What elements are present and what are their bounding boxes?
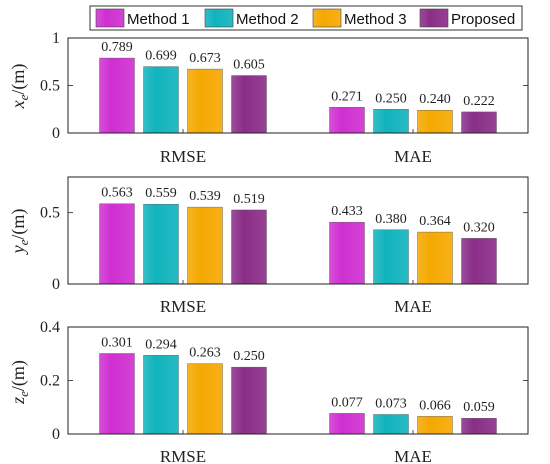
legend: Method 1 Method 2 Method 3 Proposed [89, 5, 523, 31]
bar-y-rmse-3 [187, 206, 223, 285]
value-label-z-mae-2: 0.073 [375, 396, 407, 411]
value-label-y-mae-2: 0.380 [375, 212, 407, 227]
value-label-y-mae-3: 0.364 [419, 214, 451, 229]
bar-x-rmse-2 [143, 66, 179, 134]
bar-x-mae-1 [329, 107, 365, 134]
value-label-x-mae-3: 0.240 [419, 92, 451, 107]
value-label-x-mae-4: 0.222 [463, 94, 495, 109]
bar-y-rmse-2 [143, 204, 179, 285]
bar-x-mae-4 [461, 111, 497, 134]
bar-y-mae-3 [417, 231, 453, 285]
category-label-rmse: RMSE [160, 297, 206, 316]
legend-swatch-1 [95, 8, 125, 28]
axes-box [67, 326, 529, 435]
value-label-x-rmse-2: 0.699 [145, 49, 177, 64]
bar-y-mae-4 [461, 238, 497, 285]
value-label-z-rmse-2: 0.294 [145, 337, 177, 352]
y-tick-label: 0.5 [40, 78, 60, 95]
y-axis-label: ze/(m) [8, 360, 31, 405]
category-label-rmse: RMSE [160, 447, 206, 464]
bar-z-rmse-2 [143, 355, 179, 435]
bar-z-mae-2 [373, 414, 409, 435]
bar-z-rmse-3 [187, 363, 223, 435]
axes-box [67, 37, 529, 134]
bar-x-rmse-1 [99, 57, 135, 134]
value-label-z-mae-3: 0.066 [419, 398, 451, 413]
value-label-x-rmse-1: 0.789 [101, 40, 133, 55]
y-tick-label: 0 [52, 276, 60, 293]
bar-z-mae-1 [329, 413, 365, 435]
legend-swatch-2 [204, 8, 234, 28]
y-axis-label: ye/(m) [8, 209, 31, 256]
value-label-z-rmse-1: 0.301 [101, 335, 133, 350]
value-label-y-rmse-1: 0.563 [101, 186, 133, 201]
legend-swatch-3 [312, 8, 342, 28]
category-label-rmse: RMSE [160, 147, 206, 166]
value-label-y-rmse-2: 0.559 [145, 186, 177, 201]
value-label-z-mae-1: 0.077 [331, 395, 363, 410]
value-label-x-mae-1: 0.271 [331, 89, 363, 104]
axes-box [67, 176, 529, 285]
value-label-y-rmse-4: 0.519 [233, 192, 265, 207]
y-axis-label: xe/(m) [8, 64, 31, 110]
legend-box [89, 5, 523, 31]
category-label-mae: MAE [394, 297, 432, 316]
legend-label-2: Method 2 [236, 11, 299, 28]
bar-x-rmse-3 [187, 68, 223, 134]
y-tick-label: 0.5 [40, 205, 60, 222]
subplot-x: 0.789 0.699 0.673 0.605 RMSE 0.271 0.250 0.240 0… [8, 30, 529, 166]
bar-z-rmse-4 [231, 366, 267, 435]
legend-label-4: Proposed [451, 11, 515, 28]
bar-x-mae-3 [417, 109, 453, 134]
bar-x-mae-2 [373, 109, 409, 134]
value-label-x-rmse-4: 0.605 [233, 58, 265, 73]
bar-y-mae-1 [329, 222, 365, 285]
bar-z-mae-4 [461, 418, 497, 435]
bar-y-rmse-1 [99, 203, 135, 285]
value-label-y-mae-4: 0.320 [463, 220, 495, 235]
subplot-z: 0.301 0.294 0.263 0.250 RMSE 0.077 0.073 0.066 0… [8, 319, 529, 464]
legend-swatch-4 [419, 8, 449, 28]
value-label-y-rmse-3: 0.539 [189, 189, 221, 204]
legend-label-1: Method 1 [127, 11, 190, 28]
category-label-mae: MAE [394, 147, 432, 166]
subplot-y: 0.563 0.559 0.539 0.519 RMSE 0.433 0.380 0.364 0… [8, 176, 529, 316]
y-tick-label: 0 [52, 426, 60, 443]
value-label-x-rmse-3: 0.673 [189, 51, 221, 66]
bar-y-rmse-4 [231, 209, 267, 285]
y-tick-label: 0.4 [40, 319, 60, 336]
bar-x-rmse-4 [231, 75, 267, 134]
category-label-mae: MAE [394, 447, 432, 464]
value-label-y-mae-1: 0.433 [331, 204, 363, 219]
bar-z-mae-3 [417, 416, 453, 435]
legend-label-3: Method 3 [344, 11, 407, 28]
bar-y-mae-2 [373, 229, 409, 285]
value-label-z-rmse-4: 0.250 [233, 349, 265, 364]
y-tick-label: 1 [52, 30, 60, 47]
y-tick-label: 0 [52, 125, 60, 142]
value-label-x-mae-2: 0.250 [375, 91, 407, 106]
value-label-z-rmse-3: 0.263 [189, 346, 221, 361]
y-tick-label: 0.2 [40, 373, 60, 390]
value-label-z-mae-4: 0.059 [463, 400, 495, 415]
bar-z-rmse-1 [99, 353, 135, 435]
